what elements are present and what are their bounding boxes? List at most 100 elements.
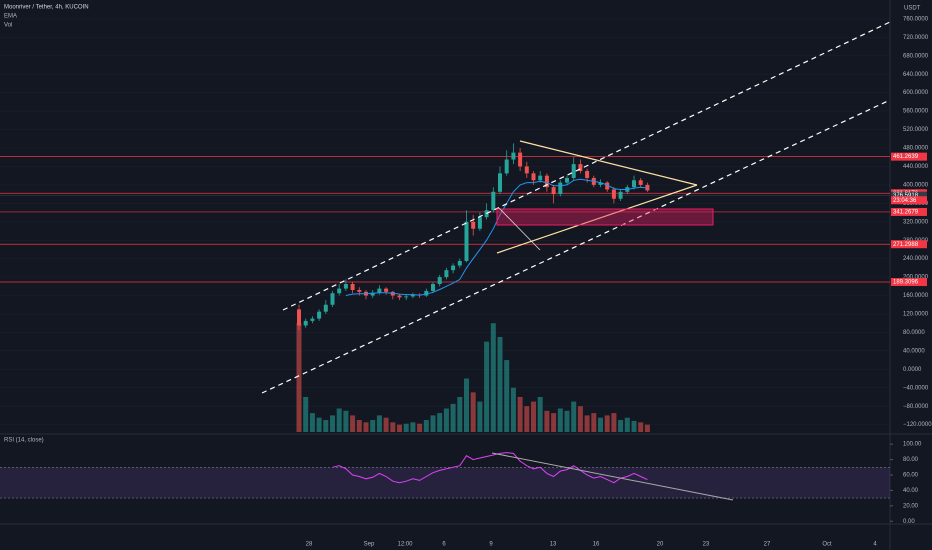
volume-bar bbox=[517, 396, 523, 432]
candle-body bbox=[504, 159, 509, 174]
rsi-tick-label: 40.00 bbox=[903, 488, 919, 494]
volume-bar bbox=[376, 415, 382, 432]
volume-bar bbox=[624, 417, 630, 432]
rsi-trend-line bbox=[491, 452, 734, 501]
y-tick-label: 240.0000 bbox=[903, 256, 929, 262]
candle-body bbox=[491, 191, 496, 211]
x-tick-label: 20 bbox=[657, 542, 664, 548]
candle-body bbox=[424, 290, 429, 296]
volume-bar bbox=[537, 396, 543, 432]
price-tag-label: 271.2988 bbox=[893, 242, 919, 248]
volume-bar bbox=[323, 420, 329, 432]
volume-bar bbox=[470, 392, 476, 432]
price-tag bbox=[891, 240, 927, 249]
candle-body bbox=[531, 173, 536, 181]
y-tick-label: −40.0000 bbox=[903, 385, 929, 391]
y-tick-label: 80.0000 bbox=[903, 330, 925, 336]
rsi-tick-label: 0.00 bbox=[903, 519, 915, 525]
rsi-band bbox=[0, 467, 890, 499]
candle-body bbox=[477, 217, 482, 229]
y-tick-label: 560.0000 bbox=[903, 109, 929, 115]
candle-body bbox=[544, 175, 549, 188]
y-tick-label: −120.0000 bbox=[903, 422, 932, 428]
candle-body bbox=[343, 284, 348, 289]
x-tick-label: 13 bbox=[550, 542, 557, 548]
volume-bar bbox=[591, 413, 597, 432]
volume-bar bbox=[577, 406, 583, 432]
volume-bar bbox=[504, 360, 510, 432]
volume-bar bbox=[638, 422, 644, 432]
volume-bar bbox=[443, 408, 449, 432]
candle-body bbox=[565, 177, 569, 183]
y-tick-label: 40.0000 bbox=[903, 348, 925, 354]
volume-bar bbox=[450, 403, 456, 432]
volume-bar bbox=[564, 410, 570, 432]
price-tag bbox=[891, 278, 927, 287]
x-tick-label: 23 bbox=[703, 542, 710, 548]
candle-body bbox=[551, 187, 556, 195]
candle-body bbox=[410, 294, 415, 297]
volume-bar bbox=[296, 323, 302, 432]
candle-body bbox=[431, 284, 435, 291]
y-tick-label: 200.0000 bbox=[903, 275, 929, 281]
volume-bar bbox=[410, 422, 416, 432]
candle-body bbox=[370, 292, 375, 296]
volume-bar bbox=[557, 408, 563, 432]
volume-bar bbox=[484, 341, 490, 432]
triangle-line bbox=[519, 140, 698, 186]
candle-body bbox=[511, 152, 516, 160]
y-tick-label: 440.0000 bbox=[903, 164, 929, 170]
volume-bar bbox=[330, 415, 335, 432]
rsi-line bbox=[332, 452, 648, 484]
candle-body bbox=[397, 295, 402, 298]
volume-bar bbox=[611, 413, 617, 432]
volume-bar bbox=[531, 401, 536, 432]
volume-bar bbox=[370, 420, 376, 432]
y-tick-label: 400.0000 bbox=[903, 182, 929, 188]
y-tick-label: 480.0000 bbox=[903, 146, 929, 152]
countdown: 23:04:36 bbox=[893, 198, 917, 204]
candle-body bbox=[605, 182, 610, 190]
volume-bar bbox=[604, 415, 610, 432]
x-tick-label: 28 bbox=[306, 542, 313, 548]
volume-bar bbox=[457, 396, 463, 432]
candle-body bbox=[578, 164, 583, 172]
volume-bar bbox=[363, 422, 369, 432]
volume-bar bbox=[383, 417, 389, 432]
x-tick-label: 27 bbox=[764, 542, 771, 548]
candle-body bbox=[518, 152, 523, 167]
currency: USDT bbox=[904, 6, 921, 12]
candle-body bbox=[538, 175, 543, 181]
price-tag-label: 461.2639 bbox=[893, 154, 919, 160]
rsi-tick-label: 80.00 bbox=[903, 457, 919, 463]
y-tick-label: 680.0000 bbox=[903, 53, 929, 59]
volume-bar bbox=[397, 424, 402, 432]
volume-bar bbox=[510, 387, 516, 432]
volume-bar bbox=[423, 420, 429, 432]
volume-bar bbox=[437, 413, 443, 432]
rsi-tick-label: 100.00 bbox=[903, 442, 922, 448]
y-tick-label: 120.0000 bbox=[903, 312, 929, 318]
rsi-tick-label: 20.00 bbox=[903, 503, 919, 509]
candle-body bbox=[437, 277, 442, 285]
volume-bar bbox=[644, 424, 650, 432]
candle-body bbox=[337, 288, 342, 294]
y-tick-label: 160.0000 bbox=[903, 293, 929, 299]
volume-bar bbox=[490, 323, 496, 432]
x-tick-label: 16 bbox=[593, 542, 600, 548]
zone bbox=[496, 208, 714, 226]
price-tag-label: 376.5918 bbox=[893, 193, 919, 199]
volume-bar bbox=[430, 415, 436, 432]
candle-body bbox=[444, 270, 449, 278]
channel-line bbox=[261, 99, 891, 394]
price-tag-label: 189.3096 bbox=[893, 280, 919, 286]
volume-bar bbox=[356, 420, 362, 432]
triangle-line bbox=[496, 184, 698, 254]
y-tick-label: 720.0000 bbox=[903, 35, 929, 41]
symbol-title: Moonriver / Tether, 4h, KUCOIN bbox=[4, 5, 89, 11]
price-tag-label: 341.2679 bbox=[893, 210, 919, 216]
y-tick-label: 760.0000 bbox=[903, 16, 929, 22]
volume-bar bbox=[598, 417, 603, 432]
volume-bar bbox=[571, 401, 577, 432]
